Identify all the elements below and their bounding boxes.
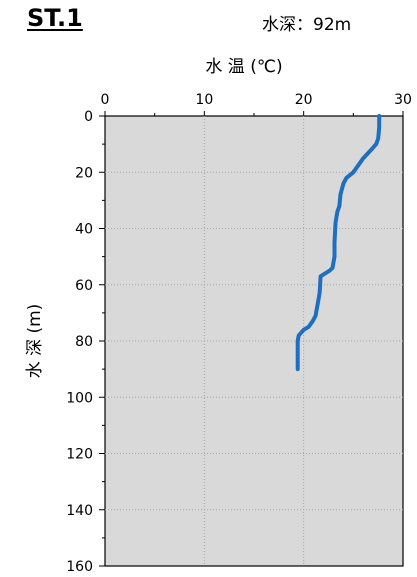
y-tick-label: 80 xyxy=(75,334,93,350)
x-tick-label: 20 xyxy=(295,92,313,108)
temperature-profile-line xyxy=(295,114,382,372)
y-tick-label: 20 xyxy=(75,165,93,181)
water-depth-label: 水深：92m xyxy=(262,15,352,35)
y-tick-label: 160 xyxy=(66,559,93,575)
x-axis-ticks: 0 10 20 30 xyxy=(101,92,412,116)
y-axis-title: 水 深 (m) xyxy=(25,304,45,379)
x-tick-label: 10 xyxy=(195,92,213,108)
y-tick-label: 60 xyxy=(75,278,93,294)
x-axis-title: 水 温 (℃) xyxy=(205,57,282,77)
y-tick-label: 40 xyxy=(75,222,93,238)
plot-area xyxy=(104,115,404,567)
y-tick-label: 100 xyxy=(66,390,93,406)
y-tick-label: 120 xyxy=(66,447,93,463)
y-tick-label: 140 xyxy=(66,503,93,519)
y-axis-ticks: 0 20 40 60 80 100 120 140 160 xyxy=(66,109,105,575)
x-tick-label: 30 xyxy=(394,92,412,108)
gridlines xyxy=(105,116,403,566)
y-tick-label: 0 xyxy=(84,109,93,125)
station-title: ST.1 xyxy=(27,4,83,32)
x-tick-label: 0 xyxy=(101,92,110,108)
